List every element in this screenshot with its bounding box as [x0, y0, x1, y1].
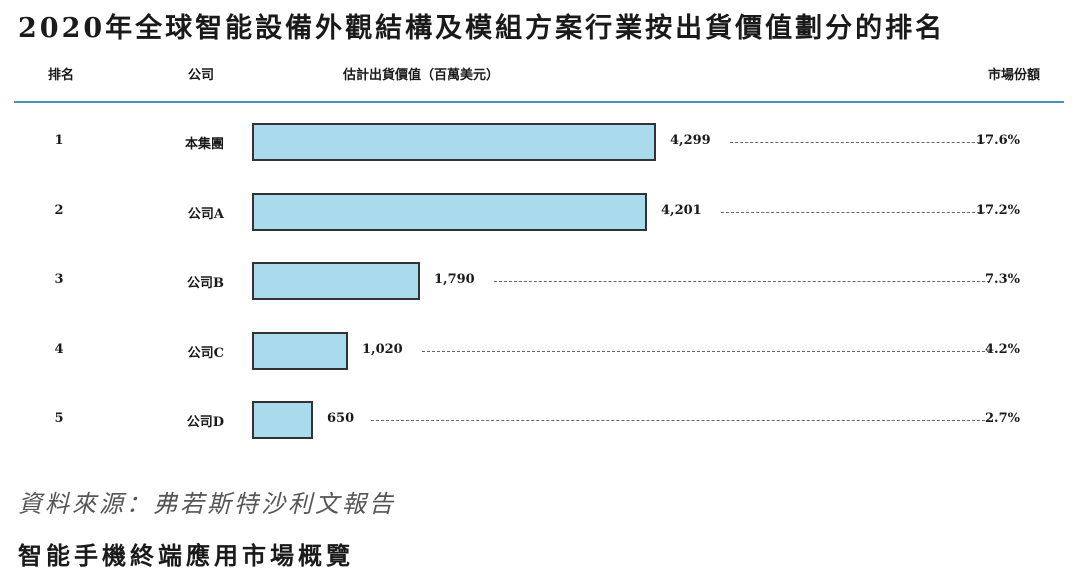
leader-line [371, 420, 990, 421]
company-label: 公司C [187, 345, 224, 361]
market-share: 2.7% [985, 411, 1020, 426]
header-divider [14, 101, 1064, 103]
market-share: 7.3% [985, 272, 1020, 287]
bar-value-label: 4,201 [661, 202, 702, 218]
rank-cell: 1 [54, 133, 64, 148]
company-label: 本集團 [184, 137, 224, 152]
bar [252, 262, 420, 300]
section-heading: 智能手機終端應用市場概覽 [18, 541, 354, 570]
leader-line [422, 350, 990, 352]
bar-value-label: 650 [327, 411, 355, 426]
header-value: 估計出貨價值（百萬美元） [343, 68, 500, 83]
header-share: 市場份額 [987, 68, 1040, 83]
bar [252, 331, 348, 370]
rank-cell: 3 [54, 272, 64, 287]
bar-value-label: 4,299 [670, 133, 711, 148]
bar [252, 401, 313, 439]
leader-line [730, 142, 990, 143]
bar-value-label: 1,790 [434, 272, 475, 287]
header-rank: 排名 [48, 68, 75, 83]
market-share: 17.6% [975, 133, 1020, 148]
header-company: 公司 [188, 68, 215, 83]
leader-line [494, 281, 990, 282]
rank-cell: 2 [54, 202, 64, 218]
company-label: 公司B [187, 276, 224, 291]
rank-cell: 4 [54, 341, 64, 357]
source-note: 資料來源：弗若斯特沙利文報告 [18, 490, 396, 518]
page-title: 2020年全球智能設備外觀結構及模組方案行業按出貨價值劃分的排名 [18, 13, 946, 44]
bar-value-label: 1,020 [362, 341, 403, 357]
market-share: 4.2% [985, 341, 1020, 357]
bar [252, 192, 647, 231]
bar [252, 123, 656, 161]
company-label: 公司A [187, 206, 224, 222]
market-share: 17.2% [975, 202, 1020, 218]
company-label: 公司D [186, 415, 224, 430]
rank-cell: 5 [54, 411, 64, 426]
leader-line [721, 211, 990, 213]
